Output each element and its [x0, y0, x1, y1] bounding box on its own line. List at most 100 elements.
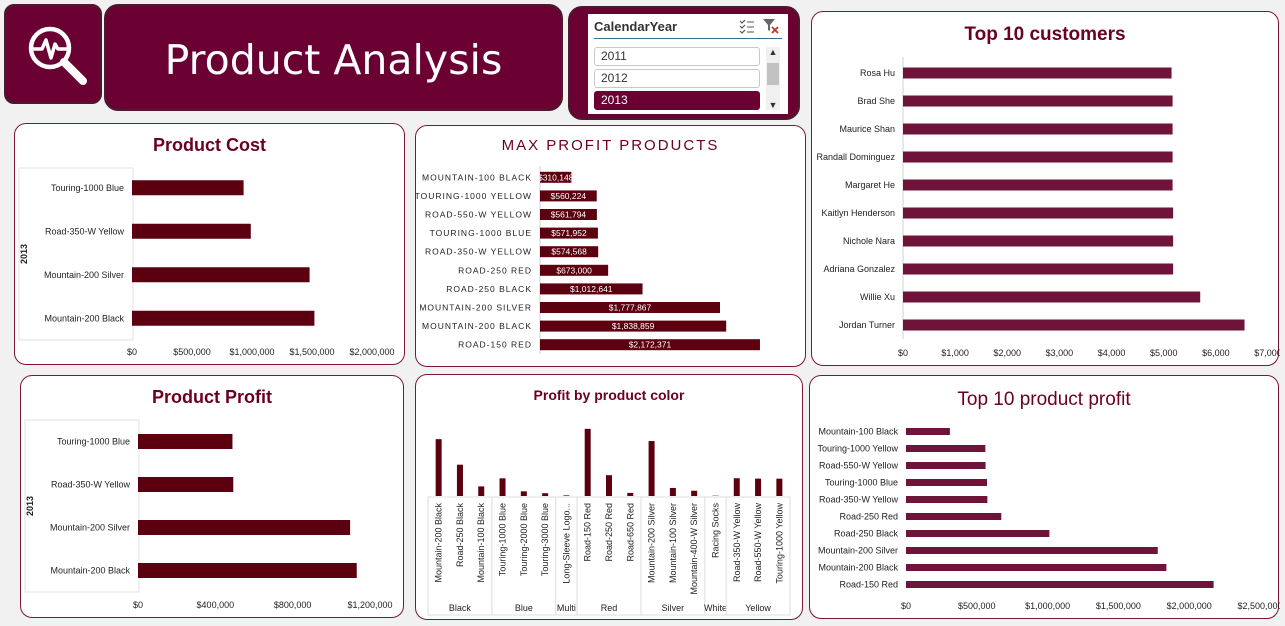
x-tick-0: $0: [133, 600, 143, 610]
slicer-item-2013[interactable]: 2013: [594, 91, 760, 110]
slicer-item-2012[interactable]: 2012: [594, 69, 760, 88]
category-label-4: Road-350-W Yellow: [819, 495, 899, 505]
category-label-1: Road-350-W Yellow: [45, 226, 125, 236]
category-label-5: Road-250 Red: [839, 512, 898, 522]
category-label-4: Margaret He: [845, 180, 895, 190]
bar-3: [138, 563, 357, 578]
category-label-1: Brad She: [857, 96, 895, 106]
category-label-7: Mountain-200 Silver: [818, 546, 898, 556]
category-label-9: Road-650 Red: [625, 503, 635, 562]
bar-2: [138, 520, 351, 535]
bar-2: [903, 123, 1173, 135]
category-label-9: Jordan Turner: [839, 320, 895, 330]
bar-9: [906, 581, 1214, 588]
x-tick-2: $1,000,000: [1025, 601, 1070, 611]
scroll-up-icon[interactable]: ▲: [768, 47, 778, 57]
bar-6: [540, 283, 643, 295]
x-tick-2: $2,000: [994, 348, 1022, 358]
year-slicer-frame: CalendarYear 2011 2012 2013 ▲ ▼: [568, 6, 800, 120]
x-tick-3: $3,000: [1046, 348, 1074, 358]
category-label-1: Road-250 Black: [455, 503, 465, 568]
scroll-down-icon[interactable]: ▼: [768, 100, 778, 110]
page-title: Product Analysis: [164, 36, 503, 84]
category-label-7: MOUNTAIN-200 SILVER: [419, 303, 532, 313]
category-label-9: Road-150 Red: [839, 580, 898, 590]
profit-by-color-panel: Profit by product color Mountain-200 Bla…: [415, 374, 803, 620]
x-tick-1: $400,000: [197, 600, 235, 610]
category-label-0: MOUNTAIN-100 BLACK: [422, 172, 532, 182]
x-tick-0: $0: [901, 601, 911, 611]
bar-3: [132, 310, 315, 326]
category-label-5: Touring-3000 Blue: [540, 503, 550, 576]
bar-5: [540, 264, 609, 276]
header-banner: Product Analysis: [104, 4, 563, 111]
category-label-1: Road-350-W Yellow: [51, 480, 131, 490]
group-label-5: White: [704, 603, 727, 613]
bar-4: [903, 179, 1173, 191]
category-label-11: Mountain-100 Silver: [668, 503, 678, 583]
slicer-item-2011[interactable]: 2011: [594, 47, 760, 66]
slicer-scrollbar[interactable]: ▲ ▼: [766, 47, 780, 110]
bar-14: [733, 478, 740, 496]
bar-9: [540, 339, 760, 351]
category-label-1: TOURING-1000 YELLOW: [416, 191, 532, 201]
bar-7: [906, 547, 1158, 554]
bar-9: [903, 319, 1245, 331]
product-cost-chart: Touring-1000 Blue Road-350-W Yellow Mounta…: [18, 167, 395, 357]
category-label-6: ROAD-250 BLACK: [446, 284, 532, 294]
category-label-3: Touring-1000 Blue: [498, 503, 508, 576]
year-group-label: 2013: [19, 244, 29, 264]
x-tick-3: $1,500,000: [289, 347, 334, 357]
analytics-search-icon: [28, 26, 87, 85]
category-label-13: Racing Socks: [710, 503, 720, 559]
clear-filter-icon[interactable]: [762, 17, 780, 35]
x-tick-0: $0: [898, 348, 908, 358]
category-label-9: ROAD-150 RED: [458, 340, 532, 350]
category-label-2: Mountain-200 Silver: [50, 523, 130, 533]
top-customers-panel: Top 10 customers Rosa Hu Brad She Maurice …: [811, 11, 1280, 366]
product-profit-title: Product Profit: [152, 387, 272, 407]
category-label-7: Road-150 Red: [583, 503, 593, 562]
bar-8: [606, 475, 612, 496]
bar-8: [903, 291, 1201, 303]
max-profit-title: MAX PROFIT PRODUCTS: [501, 137, 720, 154]
x-tick-6: $6,000: [1202, 348, 1230, 358]
group-label-1: Blue: [515, 603, 533, 613]
category-label-3: Mountain-200 Black: [50, 566, 130, 576]
bar-12: [691, 490, 698, 496]
multi-select-icon[interactable]: [738, 17, 756, 35]
bar-11: [669, 487, 676, 496]
group-label-0: Black: [449, 603, 472, 613]
bar-3: [540, 227, 598, 239]
bar-0: [435, 439, 442, 496]
bar-3: [906, 479, 987, 486]
product-cost-title: Product Cost: [152, 135, 266, 155]
category-label-2: ROAD-550-W YELLOW: [425, 210, 532, 220]
category-label-0: Mountain-200 Black: [434, 503, 444, 583]
data-label-4: $574,568: [551, 247, 587, 257]
data-label-2: $561,794: [551, 210, 587, 220]
bar-6: [906, 530, 1050, 537]
category-label-0: Touring-1000 Blue: [57, 437, 130, 447]
bar-5: [906, 513, 1002, 520]
bar-10: [648, 441, 655, 496]
scrollbar-thumb[interactable]: [767, 63, 779, 85]
product-profit-chart: Touring-1000 Blue Road-350-W Yellow Mounta…: [24, 419, 393, 610]
bar-1: [540, 190, 597, 202]
category-label-8: MOUNTAIN-200 BLACK: [422, 321, 532, 331]
data-label-5: $673,000: [556, 265, 592, 275]
bar-1: [138, 477, 234, 492]
category-label-15: Road-550-W Yellow: [753, 503, 763, 583]
x-tick-1: $500,000: [173, 347, 211, 357]
x-tick-4: $2,000,000: [349, 347, 394, 357]
bar-1: [906, 445, 986, 452]
x-tick-4: $4,000: [1098, 348, 1126, 358]
bar-0: [132, 180, 244, 196]
x-tick-1: $500,000: [958, 601, 996, 611]
x-tick-7: $7,000: [1254, 348, 1280, 358]
group-label-3: Red: [601, 603, 618, 613]
logo-tile: [4, 4, 102, 104]
bar-1: [456, 464, 463, 496]
year-group-label: 2013: [25, 496, 35, 516]
bar-8: [540, 320, 727, 332]
